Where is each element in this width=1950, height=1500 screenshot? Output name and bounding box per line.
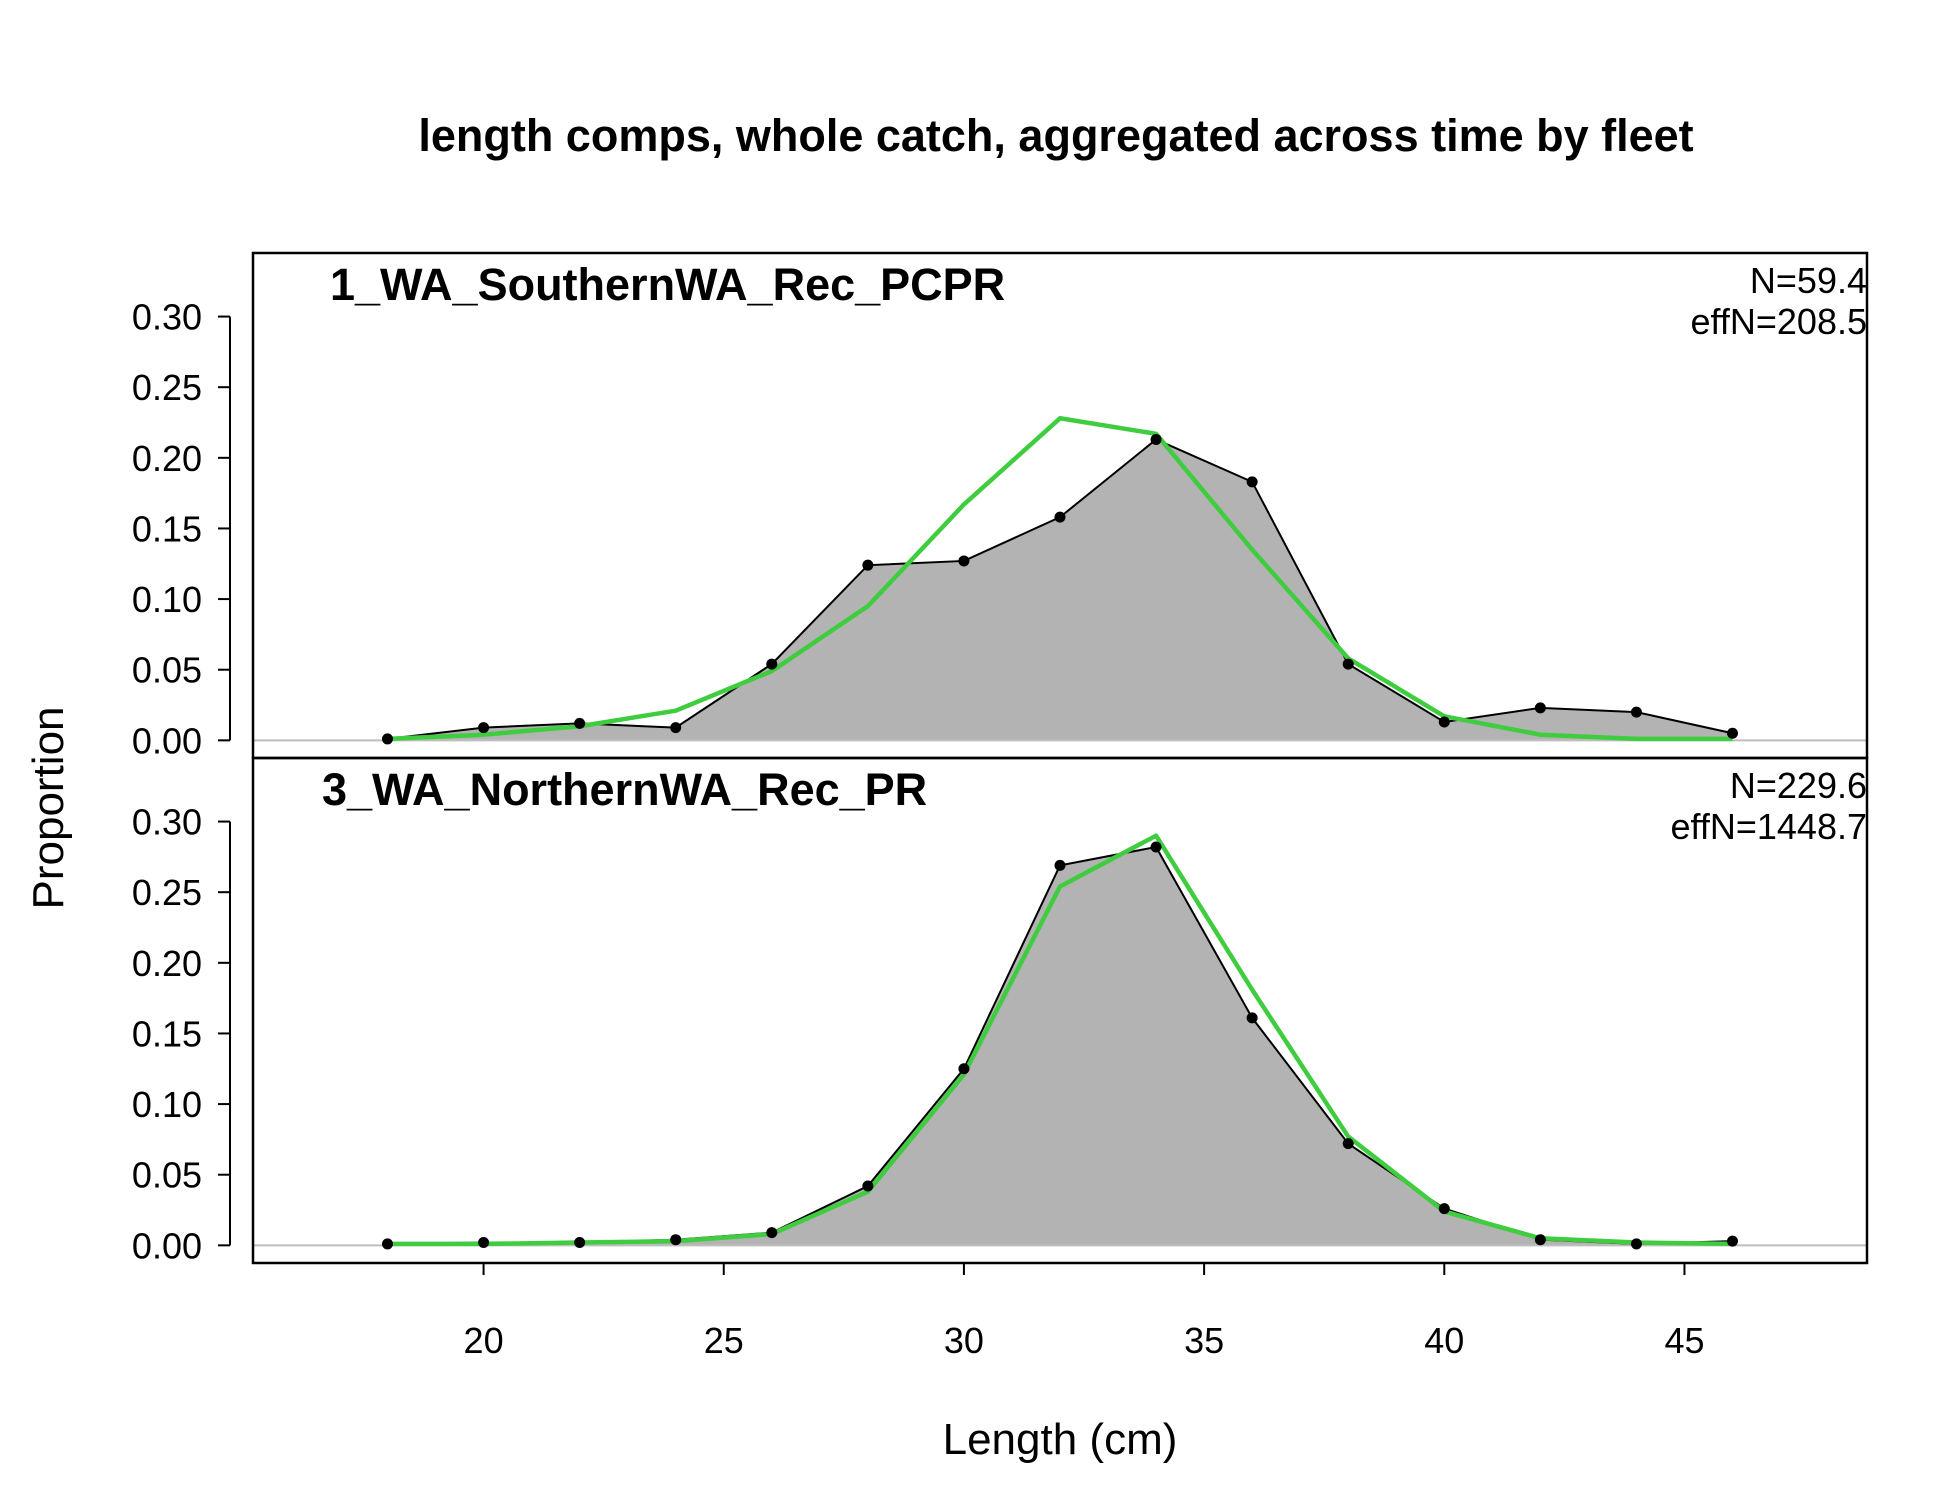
observed-point — [478, 722, 490, 734]
observed-point — [1630, 706, 1642, 718]
x-tick-label: 25 — [704, 1320, 744, 1361]
observed-point — [766, 1227, 778, 1239]
observed-point — [670, 722, 682, 734]
expected-line — [387, 416, 1733, 742]
y-tick-label: 0.15 — [132, 1013, 202, 1054]
observed-point — [766, 658, 778, 670]
y-tick-label: 0.20 — [132, 438, 202, 479]
observed-area — [387, 846, 1733, 1246]
observed-point — [382, 733, 393, 745]
observed-point — [1150, 841, 1162, 853]
y-tick-label: 0.05 — [132, 650, 202, 691]
effn-label: effN=1448.7 — [1670, 806, 1867, 847]
n-label: N=229.6 — [1730, 765, 1867, 806]
observed-point — [1438, 1203, 1450, 1215]
observed-point — [574, 1237, 586, 1249]
observed-point — [1727, 727, 1738, 739]
chart-title: length comps, whole catch, aggregated ac… — [418, 110, 1693, 161]
n-label: N=59.4 — [1750, 260, 1867, 301]
observed-point — [1727, 1235, 1738, 1247]
observed-point — [1054, 511, 1066, 523]
y-tick-label: 0.30 — [132, 297, 202, 338]
y-tick-label: 0.00 — [132, 1225, 202, 1266]
observed-point — [1342, 658, 1354, 670]
observed-point — [1342, 1138, 1354, 1150]
y-tick-label: 0.25 — [132, 367, 202, 408]
observed-point — [958, 1063, 970, 1075]
observed-point — [1534, 702, 1546, 714]
x-tick-label: 35 — [1184, 1320, 1224, 1361]
x-tick-label: 40 — [1424, 1320, 1464, 1361]
x-tick-label: 30 — [944, 1320, 984, 1361]
y-tick-label: 0.05 — [132, 1155, 202, 1196]
y-axis: 0.00 0.05 0.10 0.15 0.20 0.25 0.30 — [132, 297, 231, 761]
x-tick-label: 45 — [1664, 1320, 1704, 1361]
y-tick-label: 0.15 — [132, 508, 202, 549]
observed-point — [1150, 433, 1162, 445]
panel-marks — [253, 833, 1867, 1250]
panel-title: 1_WA_SouthernWA_Rec_PCPR — [330, 259, 1005, 310]
observed-point — [1438, 716, 1450, 728]
y-tick-label: 0.25 — [132, 872, 202, 913]
x-tick-label: 20 — [464, 1320, 504, 1361]
x-axis-label: Length (cm) — [943, 1415, 1178, 1464]
observed-point — [862, 559, 874, 571]
effn-label: effN=208.5 — [1691, 301, 1867, 342]
observed-point — [574, 717, 586, 729]
y-axis: 0.00 0.05 0.10 0.15 0.20 0.25 0.30 — [132, 802, 231, 1266]
observed-point — [1630, 1238, 1642, 1250]
panel-northern: 3_WA_NorthernWA_Rec_PR N=229.6 effN=1448… — [132, 756, 1869, 1266]
observed-point — [382, 1238, 393, 1250]
observed-point — [478, 1237, 490, 1249]
observed-point — [1534, 1234, 1546, 1246]
y-tick-label: 0.00 — [132, 720, 202, 761]
y-axis-label: Proportion — [24, 706, 73, 909]
y-tick-label: 0.30 — [132, 802, 202, 843]
observed-point — [1246, 476, 1258, 488]
expected-line — [387, 833, 1733, 1247]
y-tick-label: 0.20 — [132, 943, 202, 984]
panel-marks — [253, 416, 1867, 745]
observed-point — [670, 1234, 682, 1246]
x-axis: 20 25 30 35 40 45 — [464, 1262, 1704, 1361]
panel-southern: 1_WA_SouthernWA_Rec_PCPR N=59.4 effN=208… — [132, 251, 1869, 761]
observed-point — [1246, 1012, 1258, 1024]
panel-title: 3_WA_NorthernWA_Rec_PR — [322, 764, 927, 815]
y-tick-label: 0.10 — [132, 1084, 202, 1125]
y-tick-label: 0.10 — [132, 579, 202, 620]
observed-point — [1054, 859, 1066, 871]
observed-point — [862, 1180, 874, 1192]
observed-point — [958, 555, 970, 567]
observed-area — [387, 439, 1733, 741]
